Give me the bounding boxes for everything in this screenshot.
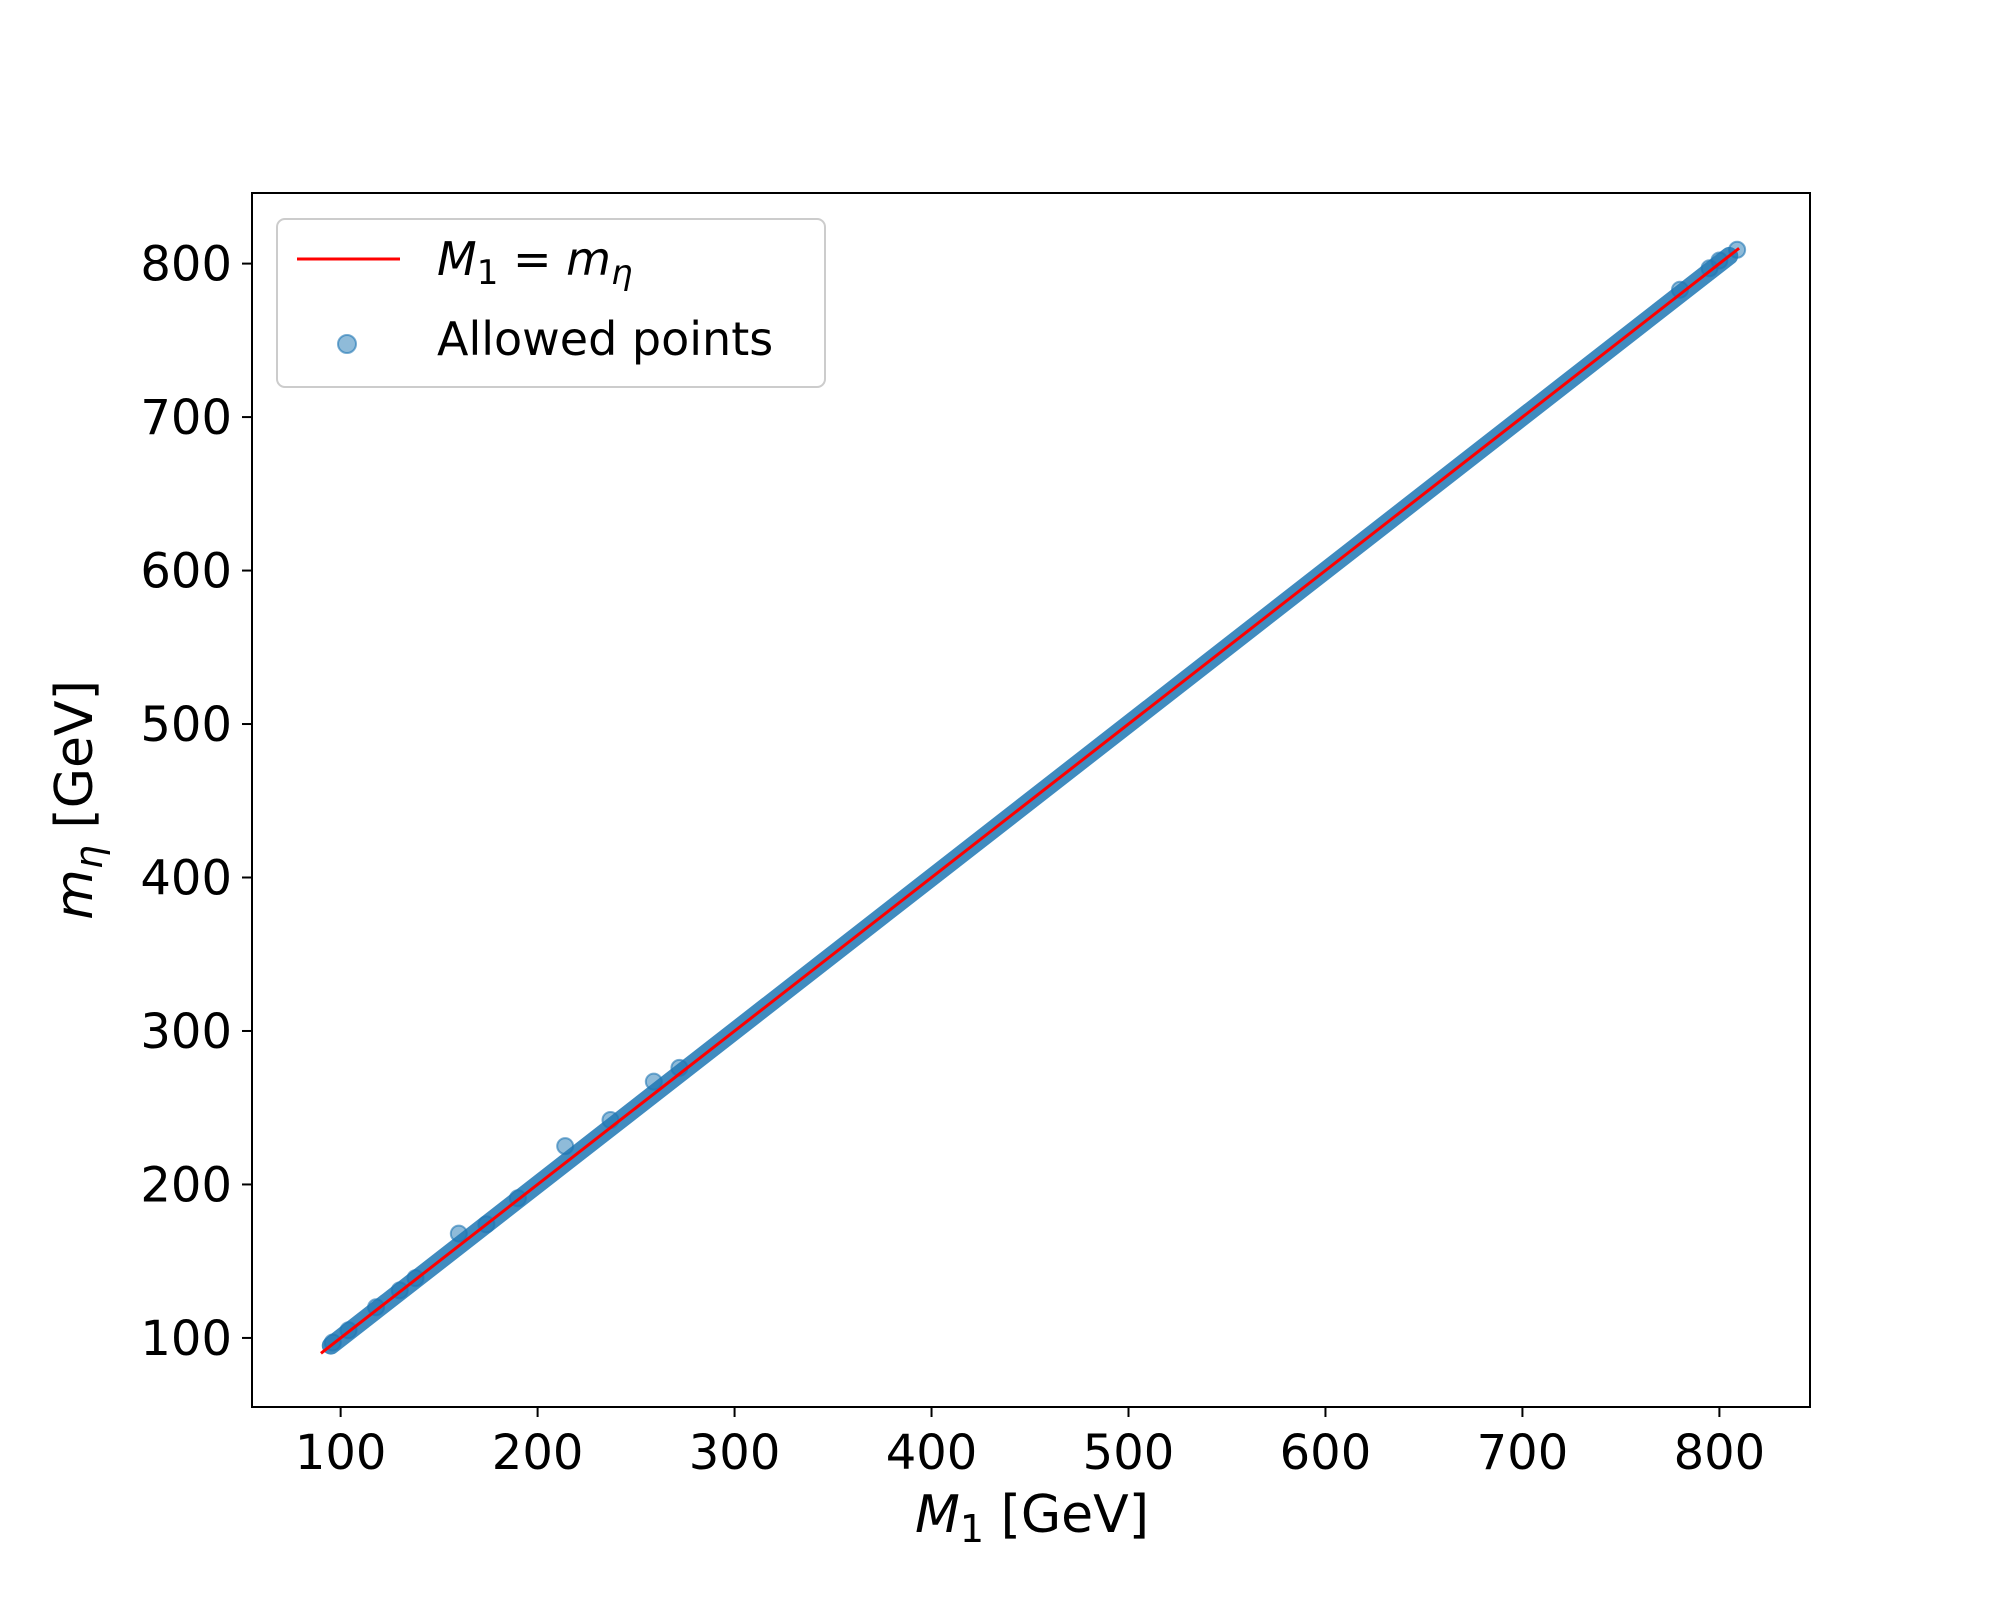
y-tick-label: 600 (140, 544, 232, 600)
x-tick-label: 600 (1280, 1425, 1372, 1481)
scatter-point (449, 1224, 468, 1243)
scatter-point (601, 1110, 620, 1129)
reference-line (320, 247, 1741, 1355)
x-axis-label: M1 [GeV] (915, 1485, 1149, 1551)
y-axis-label: mη [GeV] (45, 680, 111, 920)
x-tick-label: 300 (689, 1425, 781, 1481)
y-tick-label: 100 (140, 1311, 232, 1367)
y-axis-ticks: 100 200 300 400 500 600 700 800 (140, 237, 252, 1367)
plot-area (320, 240, 1747, 1355)
y-tick-label: 700 (140, 390, 232, 446)
y-tick-label: 300 (140, 1004, 232, 1060)
scatter-point (1710, 251, 1729, 270)
x-axis-ticks: 100 200 300 400 500 600 700 800 (295, 1407, 1765, 1481)
y-tick-label: 400 (140, 851, 232, 907)
legend-scatter-swatch (337, 334, 357, 354)
y-tick-label: 500 (140, 697, 232, 753)
scatter-point (644, 1072, 663, 1091)
legend: M1 = mη Allowed points (276, 218, 826, 388)
legend-label-scatter: Allowed points (437, 312, 773, 366)
x-tick-label: 200 (492, 1425, 584, 1481)
legend-box (276, 218, 826, 388)
legend-label-line: M1 = mη (437, 232, 633, 293)
x-tick-label: 100 (295, 1425, 387, 1481)
axes-frame (251, 192, 1811, 1408)
x-tick-label: 400 (886, 1425, 978, 1481)
x-tick-label: 500 (1083, 1425, 1175, 1481)
y-tick-label: 800 (140, 237, 232, 293)
x-tick-label: 800 (1674, 1425, 1766, 1481)
x-tick-label: 700 (1477, 1425, 1569, 1481)
scatter-point (556, 1137, 575, 1156)
scatter-point (367, 1298, 386, 1317)
y-tick-label: 200 (140, 1157, 232, 1213)
